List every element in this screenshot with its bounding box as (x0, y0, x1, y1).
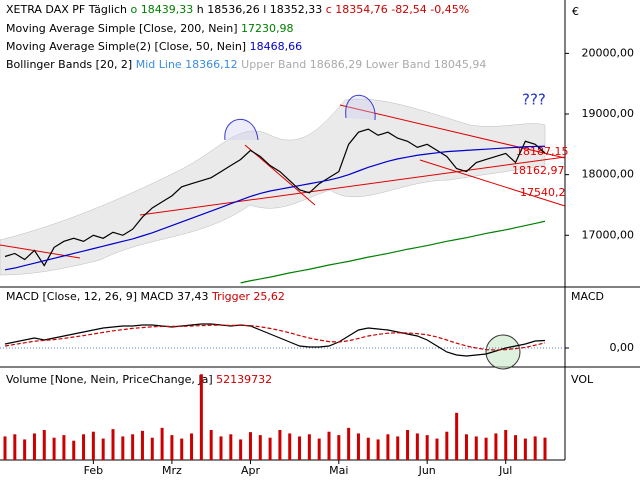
series-line (4, 128, 546, 267)
volume-bar (219, 436, 223, 460)
volume-bar (543, 437, 547, 460)
volume-bar (415, 433, 419, 460)
volume-title: Volume [None, Nein, PriceChange, Ja] 521… (6, 373, 272, 386)
volume-bar (190, 433, 194, 460)
volume-bar (3, 436, 7, 460)
volume-bar (160, 427, 164, 460)
volume-bar (298, 436, 302, 460)
volume-bar (180, 438, 184, 460)
volume-bar (278, 430, 282, 460)
x-tick-label: Apr (241, 464, 261, 477)
header-symbol: XETRA DAX PF Täglich o 18439,33 h 18536,… (6, 3, 469, 16)
volume-bar (82, 434, 86, 460)
series-line (240, 220, 546, 284)
volume-bar (523, 438, 527, 460)
legend-ma200: Moving Average Simple [Close, 200, Nein]… (6, 22, 294, 35)
volume-bar (72, 440, 76, 460)
x-tick-label: Feb (84, 464, 103, 477)
volume-bar (464, 434, 468, 460)
volume-bar (150, 437, 154, 460)
x-tick-label: Jul (498, 464, 512, 477)
volume-bar (268, 437, 272, 460)
volume-bar (170, 435, 174, 460)
volume-bar (209, 430, 213, 460)
legend-bollinger: Bollinger Bands [20, 2] Mid Line 18366,1… (6, 58, 486, 71)
volume-bar (317, 438, 321, 460)
volume-bar (32, 433, 36, 460)
volume-bar (307, 434, 311, 460)
volume-bar (101, 438, 105, 460)
y-tick-label: 20000,00 (582, 46, 635, 59)
volume-bar (131, 434, 135, 460)
macd-title: MACD [Close, 12, 26, 9] MACD 37,43 Trigg… (6, 290, 285, 303)
x-tick-label: Mrz (162, 464, 182, 477)
volume-bar (533, 436, 537, 460)
volume-bar (356, 433, 360, 460)
macd-axis-label: MACD (571, 290, 604, 303)
trendlines (0, 104, 566, 259)
legend-ma50: Moving Average Simple(2) [Close, 50, Nei… (6, 40, 302, 53)
volume-bar (288, 433, 292, 460)
annotation: 18162,97 (512, 164, 565, 177)
y-tick-label: 19000,00 (582, 107, 635, 120)
bollinger-band (0, 98, 546, 276)
volume-bar (199, 374, 203, 460)
volume-bar (494, 433, 498, 460)
volume-bar (406, 430, 410, 460)
volume-bar (229, 434, 233, 460)
currency: € (572, 5, 579, 18)
volume-bar (484, 437, 488, 460)
volume-bar (91, 431, 95, 460)
volume-bar (121, 436, 125, 460)
annotation: 17540,2 (520, 186, 566, 199)
volume-bar (327, 431, 331, 460)
volume-bar (504, 430, 508, 460)
volume-bar (42, 430, 46, 460)
volume-bar (376, 439, 380, 460)
volume-bar (347, 427, 351, 460)
y-tick-label: 0,00 (610, 341, 635, 354)
volume-bar (13, 434, 17, 460)
x-tick-label: Jun (418, 464, 436, 477)
series-line (4, 324, 546, 351)
volume-bar (62, 435, 66, 460)
volume-bar (258, 435, 262, 460)
volume-bar (435, 438, 439, 460)
annotation: 18187,15 (516, 145, 569, 158)
volume-bar (140, 430, 144, 460)
volume-bar (386, 434, 390, 460)
series-line (4, 145, 546, 271)
series-line (4, 323, 546, 357)
volume-bar (366, 437, 370, 460)
highlight-marks (224, 94, 521, 370)
volume-bar (239, 439, 243, 460)
volume-axis-label: VOL (571, 373, 594, 386)
y-tick-label: 18000,00 (582, 168, 635, 181)
volume-bar (396, 436, 400, 460)
volume-bar (514, 435, 518, 460)
volume-bar (425, 435, 429, 460)
volume-bar (337, 435, 341, 460)
volume-bar (455, 412, 459, 460)
y-tick-label: 17000,00 (582, 228, 635, 241)
annotation: ??? (522, 91, 546, 109)
volume-bar (52, 437, 56, 460)
volume-bar (445, 431, 449, 460)
x-tick-label: Mai (329, 464, 348, 477)
volume-bar (474, 436, 478, 460)
volume-bar (111, 429, 115, 460)
volume-bar (23, 439, 27, 460)
volume-bar (248, 432, 252, 460)
